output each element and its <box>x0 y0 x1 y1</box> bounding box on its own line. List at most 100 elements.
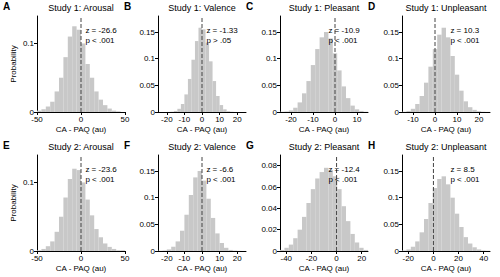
svg-text:0.02: 0.02 <box>261 225 277 234</box>
svg-text:-20: -20 <box>403 254 415 263</box>
svg-text:-10: -10 <box>407 115 419 124</box>
svg-text:0.15: 0.15 <box>139 167 155 176</box>
svg-text:CA - PAQ (au): CA - PAQ (au) <box>56 264 107 273</box>
svg-text:z = -26.6: z = -26.6 <box>85 26 117 35</box>
svg-text:-20: -20 <box>161 115 173 124</box>
svg-text:Study 1: Arousal: Study 1: Arousal <box>48 3 114 13</box>
svg-text:0.1: 0.1 <box>144 54 156 63</box>
svg-text:0.05: 0.05 <box>383 81 399 90</box>
svg-text:CA - PAQ (au): CA - PAQ (au) <box>177 264 228 273</box>
svg-text:Study 2: Pleasant: Study 2: Pleasant <box>289 142 360 152</box>
svg-text:0.05: 0.05 <box>139 220 155 229</box>
svg-text:0.15: 0.15 <box>261 28 277 37</box>
svg-text:10: 10 <box>353 115 362 124</box>
svg-text:p > .05: p > .05 <box>206 36 231 45</box>
svg-text:Study 1: Valence: Study 1: Valence <box>168 3 235 13</box>
svg-text:z = -6.6: z = -6.6 <box>206 165 233 174</box>
svg-text:20: 20 <box>454 254 463 263</box>
svg-text:p < .001: p < .001 <box>450 36 480 45</box>
svg-text:0.1: 0.1 <box>266 54 278 63</box>
svg-text:0.1: 0.1 <box>388 193 400 202</box>
svg-text:0.05: 0.05 <box>383 220 399 229</box>
svg-text:Study 2: Valence: Study 2: Valence <box>168 142 235 152</box>
svg-text:Study 2: Arousal: Study 2: Arousal <box>48 142 114 152</box>
svg-text:10: 10 <box>215 254 224 263</box>
svg-text:z = -23.6: z = -23.6 <box>85 165 117 174</box>
svg-text:Study 1: Unpleasant: Study 1: Unpleasant <box>405 3 487 13</box>
svg-text:p < .001: p < .001 <box>85 175 115 184</box>
svg-text:D: D <box>368 1 375 12</box>
svg-text:-50: -50 <box>31 115 43 124</box>
svg-text:0.1: 0.1 <box>23 178 35 187</box>
svg-text:20: 20 <box>475 115 484 124</box>
svg-text:0.15: 0.15 <box>139 28 155 37</box>
svg-text:0.05: 0.05 <box>139 81 155 90</box>
svg-text:z = -10.9: z = -10.9 <box>328 26 360 35</box>
svg-text:-10: -10 <box>179 115 191 124</box>
svg-text:0.05: 0.05 <box>261 81 277 90</box>
svg-text:Study 1: Pleasant: Study 1: Pleasant <box>289 3 360 13</box>
svg-text:H: H <box>368 140 375 151</box>
svg-text:z = 8.5: z = 8.5 <box>450 165 475 174</box>
svg-text:0: 0 <box>79 254 84 263</box>
svg-text:E: E <box>3 140 10 151</box>
svg-text:-20: -20 <box>306 254 318 263</box>
svg-text:0.06: 0.06 <box>261 183 277 192</box>
svg-text:CA - PAQ (au): CA - PAQ (au) <box>421 264 472 273</box>
svg-text:0: 0 <box>395 247 400 256</box>
svg-text:CA - PAQ (au): CA - PAQ (au) <box>56 125 107 134</box>
svg-text:-40: -40 <box>281 254 293 263</box>
svg-text:0: 0 <box>200 115 205 124</box>
svg-text:p < .001: p < .001 <box>328 36 358 45</box>
svg-text:0.1: 0.1 <box>144 193 156 202</box>
svg-text:C: C <box>246 1 253 12</box>
svg-text:F: F <box>124 140 130 151</box>
svg-text:40: 40 <box>479 254 488 263</box>
svg-text:Study 2: Unpleasant: Study 2: Unpleasant <box>405 142 487 152</box>
svg-text:A: A <box>3 1 10 12</box>
svg-text:z = -12.4: z = -12.4 <box>328 165 360 174</box>
svg-text:p < .001: p < .001 <box>328 175 358 184</box>
svg-text:0: 0 <box>200 254 205 263</box>
svg-text:0.1: 0.1 <box>23 39 35 48</box>
svg-text:20: 20 <box>357 254 366 263</box>
svg-text:CA - PAQ (au): CA - PAQ (au) <box>299 264 350 273</box>
svg-text:10: 10 <box>453 115 462 124</box>
svg-text:0: 0 <box>273 108 278 117</box>
svg-text:50: 50 <box>121 115 130 124</box>
svg-text:0: 0 <box>333 115 338 124</box>
svg-text:0.1: 0.1 <box>388 54 400 63</box>
svg-text:0: 0 <box>334 254 339 263</box>
svg-text:0.15: 0.15 <box>383 28 399 37</box>
svg-text:-20: -20 <box>161 254 173 263</box>
svg-text:20: 20 <box>233 254 242 263</box>
svg-text:0: 0 <box>79 115 84 124</box>
svg-text:0: 0 <box>433 115 438 124</box>
svg-text:CA - PAQ (au): CA - PAQ (au) <box>421 125 472 134</box>
svg-text:z = -1.33: z = -1.33 <box>206 26 238 35</box>
svg-text:0: 0 <box>431 254 436 263</box>
svg-text:-10: -10 <box>179 254 191 263</box>
svg-text:p < .001: p < .001 <box>450 175 480 184</box>
svg-text:0: 0 <box>151 247 156 256</box>
svg-text:G: G <box>246 140 254 151</box>
svg-text:Probability: Probability <box>9 184 18 221</box>
svg-text:p < .001: p < .001 <box>85 36 115 45</box>
svg-text:B: B <box>124 1 131 12</box>
svg-text:0: 0 <box>273 247 278 256</box>
svg-text:Probability: Probability <box>9 45 18 82</box>
svg-text:0.15: 0.15 <box>383 167 399 176</box>
svg-text:0: 0 <box>151 108 156 117</box>
svg-text:-50: -50 <box>31 254 43 263</box>
svg-text:50: 50 <box>121 254 130 263</box>
svg-text:CA - PAQ (au): CA - PAQ (au) <box>299 125 350 134</box>
svg-text:p < .001: p < .001 <box>206 175 236 184</box>
svg-text:0: 0 <box>395 108 400 117</box>
svg-text:20: 20 <box>233 115 242 124</box>
svg-text:-10: -10 <box>307 115 319 124</box>
svg-text:10: 10 <box>215 115 224 124</box>
svg-text:CA - PAQ (au): CA - PAQ (au) <box>177 125 228 134</box>
svg-text:0.04: 0.04 <box>261 204 277 213</box>
svg-text:0.08: 0.08 <box>261 161 277 170</box>
svg-text:z = 10.3: z = 10.3 <box>450 26 479 35</box>
